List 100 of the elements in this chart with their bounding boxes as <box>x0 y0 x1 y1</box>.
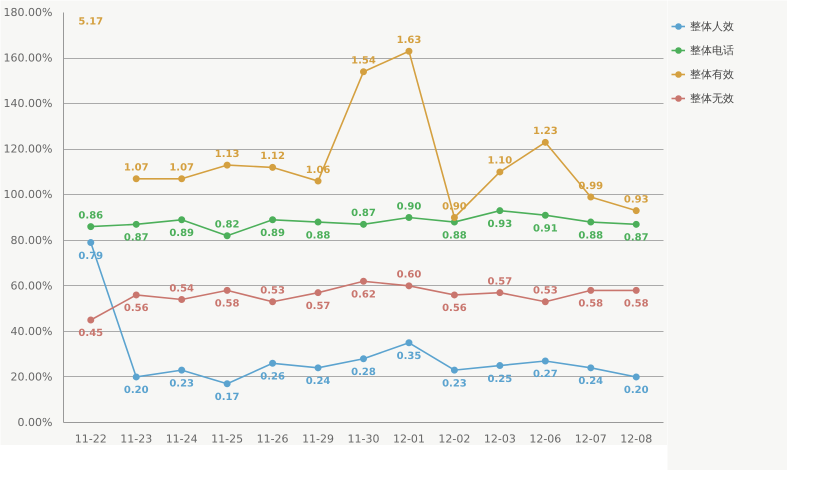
point <box>587 364 594 372</box>
data-label: 1.63 <box>396 35 422 46</box>
legend-label: 整体无效 <box>690 90 734 106</box>
point <box>405 214 412 221</box>
point <box>542 358 549 364</box>
y-tick-label: 80.00% <box>10 234 53 247</box>
point <box>632 220 640 228</box>
data-label: 0.58 <box>578 298 604 310</box>
y-tick-label: 180.00% <box>4 6 53 19</box>
x-tick-label: 11-25 <box>211 432 244 446</box>
data-label: 0.62 <box>351 289 376 300</box>
legend-label: 整体有效 <box>690 66 734 82</box>
point <box>224 380 231 388</box>
x-tick-label: 12-02 <box>438 432 470 446</box>
point <box>496 289 504 296</box>
data-label: 0.28 <box>351 366 376 378</box>
point <box>632 373 640 380</box>
point <box>360 220 367 228</box>
data-label: 0.17 <box>214 392 240 403</box>
y-tick-label: 100.00% <box>4 188 53 202</box>
data-label: 0.35 <box>396 350 422 362</box>
point <box>87 223 94 230</box>
point <box>360 278 367 285</box>
data-label: 0.56 <box>124 303 149 314</box>
point <box>132 175 140 182</box>
point <box>87 239 94 246</box>
data-label: 0.24 <box>578 376 604 388</box>
point <box>405 339 412 346</box>
point <box>542 298 549 306</box>
data-label: 0.93 <box>624 194 649 206</box>
point <box>269 216 276 224</box>
x-tick-label: 12-01 <box>392 432 425 446</box>
point <box>360 355 367 362</box>
data-label: 0.23 <box>169 378 194 390</box>
data-label: 0.24 <box>306 376 330 388</box>
point <box>405 48 412 55</box>
point <box>360 68 367 76</box>
data-label: 0.89 <box>260 228 285 239</box>
x-tick-label: 11-23 <box>120 432 152 446</box>
data-label: 0.91 <box>532 223 558 234</box>
point <box>314 289 322 296</box>
legend-label: 整体电话 <box>690 42 734 58</box>
point <box>496 207 504 214</box>
data-label: 1.12 <box>260 151 285 162</box>
point <box>314 178 322 185</box>
point <box>450 366 458 374</box>
data-label: 1.23 <box>532 126 558 138</box>
point <box>450 291 458 298</box>
data-label: 0.88 <box>306 230 330 242</box>
data-label: 0.53 <box>532 286 558 297</box>
point <box>632 286 640 294</box>
point <box>450 214 458 221</box>
x-tick-label: 11-22 <box>74 432 107 446</box>
point <box>542 138 549 146</box>
data-label: 0.54 <box>169 283 194 294</box>
point <box>496 168 504 176</box>
data-label: 0.56 <box>442 303 467 314</box>
data-label: 0.82 <box>214 220 240 231</box>
point <box>224 232 231 240</box>
data-label: 1.07 <box>169 162 194 174</box>
data-label: 1.07 <box>124 162 149 174</box>
point <box>405 282 412 290</box>
x-tick-label: 12-03 <box>484 432 516 446</box>
point <box>178 296 186 303</box>
point <box>132 220 140 228</box>
data-label: 0.86 <box>78 210 104 222</box>
point <box>178 175 186 182</box>
data-label: 0.25 <box>488 374 512 385</box>
annotation: 5.17 <box>78 16 104 28</box>
x-tick-label: 11-24 <box>166 432 198 446</box>
point <box>587 194 594 200</box>
y-tick-label: 20.00% <box>10 370 53 384</box>
point <box>269 298 276 306</box>
point <box>178 366 186 374</box>
data-label: 0.88 <box>578 230 604 242</box>
data-label: 0.57 <box>488 276 512 288</box>
data-label: 0.58 <box>214 298 240 310</box>
point <box>224 162 231 169</box>
data-label: 1.54 <box>351 56 376 67</box>
data-label: 0.26 <box>260 371 285 382</box>
point <box>178 216 186 224</box>
y-tick-label: 120.00% <box>4 142 53 156</box>
point <box>542 212 549 219</box>
point <box>269 360 276 367</box>
point <box>132 291 140 298</box>
point <box>224 286 231 294</box>
data-label: 0.87 <box>624 232 649 244</box>
x-tick-label: 11-30 <box>348 432 380 446</box>
x-tick-label: 11-29 <box>302 432 334 446</box>
data-label: 1.13 <box>214 148 240 160</box>
point <box>632 207 640 214</box>
data-label: 0.88 <box>442 230 467 242</box>
point <box>314 218 322 226</box>
data-label: 0.53 <box>260 286 285 297</box>
point <box>269 164 276 171</box>
y-tick-label: 160.00% <box>4 52 53 65</box>
data-label: 0.27 <box>532 369 558 380</box>
data-label: 0.60 <box>396 270 422 281</box>
data-label: 0.58 <box>624 298 649 310</box>
data-label: 0.87 <box>124 232 149 244</box>
